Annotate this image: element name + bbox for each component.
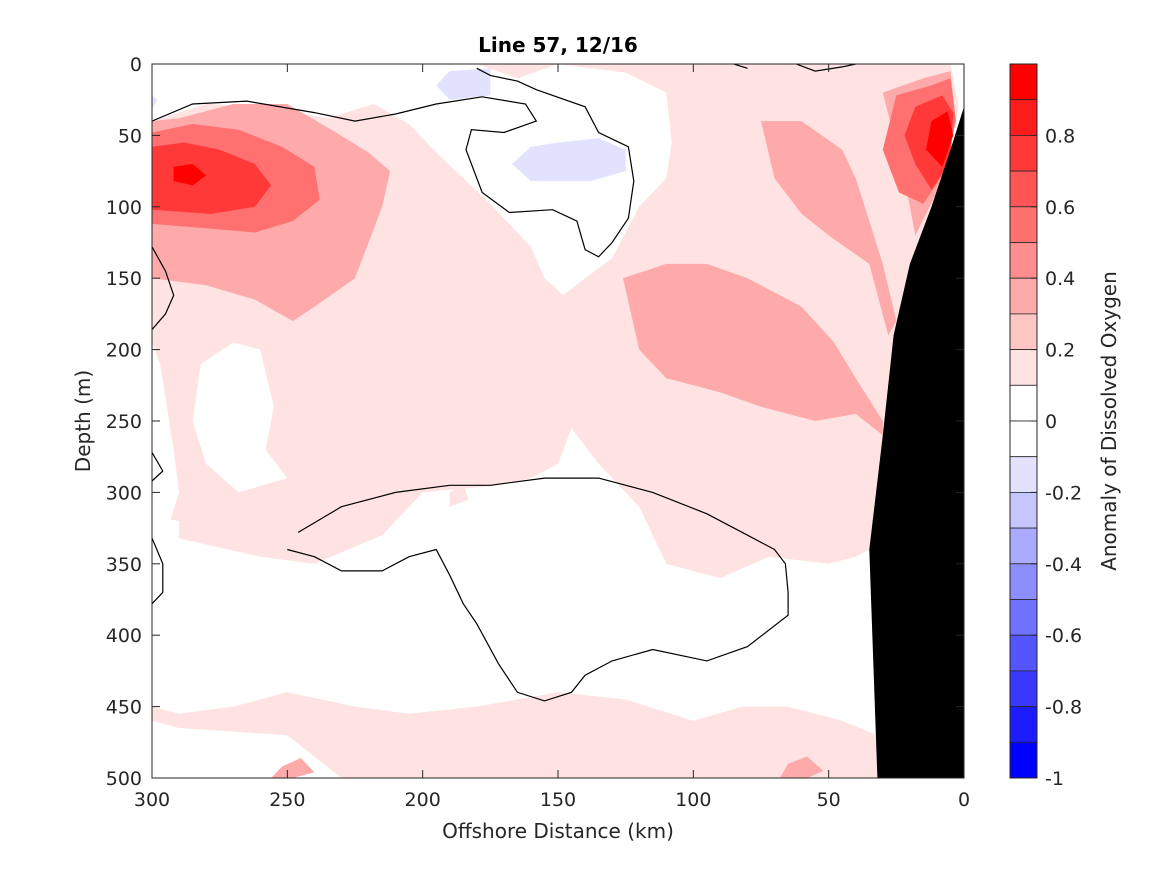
x-tick-label: 50 xyxy=(817,789,841,811)
colorbar-swatch-5 xyxy=(1009,242,1038,279)
colorbar-tick-label: -0.6 xyxy=(1045,625,1082,647)
anomaly-region-1 xyxy=(192,342,288,493)
anomaly-region-15 xyxy=(512,138,626,182)
x-tick-label: 300 xyxy=(134,789,170,811)
land-mask xyxy=(869,106,964,778)
colorbar-tick-label: -0.2 xyxy=(1045,482,1082,504)
colorbar-swatch-4 xyxy=(1009,206,1038,243)
colorbar-swatch-11 xyxy=(1009,456,1038,493)
colorbar-swatch-0 xyxy=(1009,63,1038,101)
plot-area xyxy=(152,64,964,778)
x-axis-label: Offshore Distance (km) xyxy=(442,819,674,843)
colorbar-tick-label: 0.6 xyxy=(1045,197,1075,219)
y-tick-label: 350 xyxy=(106,554,142,576)
colorbar-swatch-17 xyxy=(1009,670,1038,708)
colorbar-swatch-12 xyxy=(1009,491,1038,529)
anomaly-region-14 xyxy=(436,68,491,100)
colorbar-swatch-7 xyxy=(1009,313,1038,350)
colorbar-tick-label: -1 xyxy=(1045,768,1064,790)
x-tick-label: 200 xyxy=(405,789,441,811)
y-tick-label: 500 xyxy=(106,768,142,790)
y-tick-label: 150 xyxy=(106,268,142,290)
y-axis-label: Depth (m) xyxy=(71,370,95,472)
colorbar: 0.8 0.6 0.4 0.2 0 -0.2 -0.4 -0.6 -0.8 -1 xyxy=(1009,63,1082,790)
colorbar-tick-label: 0.8 xyxy=(1045,125,1075,147)
colorbar-swatch-13 xyxy=(1009,527,1038,565)
anomaly-region-19 xyxy=(779,756,824,778)
x-axis: 300 250 200 150 100 50 0 xyxy=(134,64,970,811)
zero-contour-6 xyxy=(287,477,789,702)
colorbar-swatch-3 xyxy=(1009,170,1038,208)
colorbar-swatch-1 xyxy=(1009,99,1038,136)
anomaly-region-5 xyxy=(623,263,883,436)
zero-contour-0 xyxy=(152,67,635,258)
anomaly-region-18 xyxy=(271,758,315,778)
zero-contour-1 xyxy=(733,64,748,69)
colorbar-tick-label: -0.4 xyxy=(1045,554,1082,576)
y-tick-label: 450 xyxy=(106,697,142,719)
colorbar-swatch-9 xyxy=(1009,384,1038,422)
zero-contour-3 xyxy=(152,246,175,330)
anomaly-region-6 xyxy=(761,121,897,336)
x-tick-label: 0 xyxy=(958,789,970,811)
colorbar-swatch-19 xyxy=(1009,741,1038,779)
y-tick-label: 300 xyxy=(106,482,142,504)
anomaly-region-12 xyxy=(173,164,207,186)
y-axis: 0 50 100 150 200 250 300 350 400 450 500 xyxy=(106,54,964,790)
colorbar-swatch-18 xyxy=(1009,706,1038,743)
x-tick-label: 250 xyxy=(269,789,305,811)
anomaly-region-17 xyxy=(449,485,469,507)
zero-contour-5 xyxy=(152,537,164,605)
y-tick-label: 100 xyxy=(106,197,142,219)
colorbar-swatch-16 xyxy=(1009,634,1038,672)
x-tick-label: 100 xyxy=(675,789,711,811)
colorbar-swatch-15 xyxy=(1009,599,1038,636)
y-tick-label: 250 xyxy=(106,411,142,433)
chart-title: Line 57, 12/16 xyxy=(478,33,638,57)
anomaly-region-16 xyxy=(152,95,158,110)
colorbar-tick-label: 0 xyxy=(1045,411,1057,433)
colorbar-tick-label: 0.4 xyxy=(1045,268,1075,290)
colorbar-swatch-2 xyxy=(1009,134,1038,172)
y-tick-label: 0 xyxy=(130,54,142,76)
colorbar-swatch-14 xyxy=(1009,563,1038,600)
colorbar-swatch-6 xyxy=(1009,277,1038,315)
y-tick-label: 400 xyxy=(106,625,142,647)
anomaly-region-13 xyxy=(926,111,954,167)
colorbar-label: Anomaly of Dissolved Oxygen xyxy=(1097,271,1121,571)
anomaly-region-10 xyxy=(152,142,272,214)
colorbar-tick-label: -0.8 xyxy=(1045,697,1082,719)
colorbar-swatch-10 xyxy=(1009,420,1038,458)
colorbar-swatch-8 xyxy=(1009,349,1038,386)
y-tick-label: 200 xyxy=(106,340,142,362)
x-tick-label: 150 xyxy=(540,789,576,811)
y-tick-label: 50 xyxy=(118,125,142,147)
colorbar-tick-label: 0.2 xyxy=(1045,340,1075,362)
zero-contour-4 xyxy=(152,452,164,482)
